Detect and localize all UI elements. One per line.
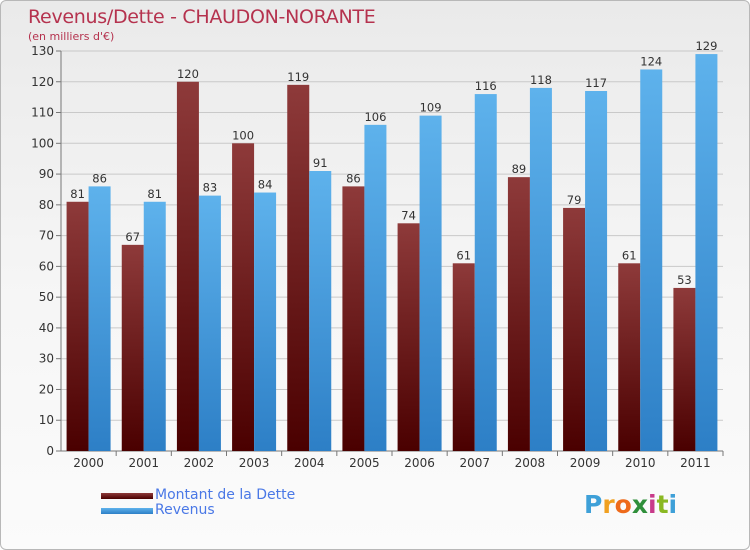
x-tick-label: 2011 (680, 456, 711, 470)
revenue-bar (88, 186, 111, 451)
proxiti-logo: Proxiti (584, 490, 677, 519)
revenue-bar (529, 87, 552, 451)
x-tick-label: 2007 (459, 456, 490, 470)
revenue-bar (695, 54, 718, 451)
debt-bar (673, 287, 696, 451)
debt-bar (563, 207, 586, 451)
revenue-bar (254, 192, 277, 452)
logo-letter: o (614, 490, 632, 519)
legend-item-debt: Montant de la Dette (101, 488, 295, 503)
logo-letter: i (668, 490, 678, 519)
revenue-bar-label: 91 (313, 156, 328, 170)
legend-item-revenue: Revenus (101, 503, 295, 518)
revenue-bar (198, 195, 221, 451)
revenue-bar (474, 94, 497, 452)
revenue-bar (585, 91, 608, 451)
legend-label-revenue: Revenus (155, 502, 215, 518)
revenue-bar-label: 118 (530, 73, 552, 87)
revenue-bar-label: 109 (420, 101, 442, 115)
revenue-bar-label: 106 (364, 110, 386, 124)
revenue-bar-label: 116 (475, 79, 497, 93)
y-tick-label: 50 (39, 290, 54, 304)
revenue-bar (143, 201, 166, 451)
x-tick-label: 2010 (625, 456, 656, 470)
y-tick-label: 90 (39, 167, 54, 181)
debt-bar-label: 53 (677, 273, 692, 287)
debt-bar-label: 89 (512, 162, 527, 176)
debt-bar (176, 81, 199, 452)
x-tick-label: 2004 (294, 456, 325, 470)
debt-bar-label: 81 (70, 187, 85, 201)
revenue-bar-label: 84 (258, 178, 273, 192)
chart-subtitle: (en milliers d'€) (28, 30, 115, 43)
legend-label-debt: Montant de la Dette (155, 487, 296, 503)
debt-bar-label: 67 (125, 230, 140, 244)
debt-bar-label: 86 (346, 171, 361, 185)
revenue-bar (419, 115, 442, 451)
revenue-bar (309, 171, 332, 451)
y-tick-label: 30 (39, 352, 54, 366)
x-tick-label: 2005 (349, 456, 380, 470)
y-tick-label: 40 (39, 321, 54, 335)
y-tick-label: 20 (39, 382, 54, 396)
revenue-bar (640, 69, 663, 451)
debt-bar (397, 223, 420, 451)
debt-bar-label: 120 (177, 67, 199, 81)
debt-bar-label: 74 (401, 208, 416, 222)
debt-bar (507, 177, 530, 451)
y-tick-label: 130 (31, 44, 54, 58)
debt-bar (618, 263, 641, 451)
y-tick-label: 10 (39, 413, 54, 427)
revenue-bar-label: 129 (695, 39, 717, 53)
y-tick-label: 70 (39, 229, 54, 243)
debt-bar-label: 61 (456, 248, 471, 262)
revenue-bar (364, 124, 387, 451)
debt-bar (121, 244, 144, 451)
x-tick-label: 2001 (128, 456, 159, 470)
revenue-bar-label: 124 (640, 54, 662, 68)
debt-bar (287, 84, 310, 451)
x-tick-label: 2000 (73, 456, 104, 470)
x-tick-label: 2009 (570, 456, 601, 470)
legend-swatch-debt (101, 492, 153, 499)
debt-bar-label: 100 (232, 128, 254, 142)
logo-letter: i (648, 490, 657, 519)
debt-bar-label: 61 (622, 248, 637, 262)
revenue-bar-label: 83 (203, 181, 218, 195)
x-tick-label: 2003 (239, 456, 270, 470)
debt-bar-label: 79 (567, 193, 582, 207)
debt-bar (66, 201, 89, 451)
legend-swatch-revenue (101, 507, 153, 514)
x-tick-label: 2006 (404, 456, 435, 470)
y-tick-label: 0 (46, 444, 54, 458)
debt-bar (342, 186, 365, 451)
debt-bar (452, 263, 475, 451)
debt-bar-label: 119 (287, 70, 309, 84)
revenue-bar-label: 81 (147, 187, 162, 201)
chart-title: Revenus/Dette - CHAUDON-NORANTE (28, 6, 376, 28)
logo-letter: t (656, 490, 669, 519)
y-tick-label: 120 (31, 75, 54, 89)
y-tick-label: 60 (39, 259, 54, 273)
y-tick-label: 80 (39, 198, 54, 212)
legend: Montant de la Dette Revenus (101, 488, 295, 518)
y-tick-label: 110 (31, 106, 54, 120)
y-tick-label: 100 (31, 136, 54, 150)
x-tick-label: 2008 (515, 456, 546, 470)
logo-letter: x (631, 490, 648, 519)
revenue-bar-label: 117 (585, 76, 607, 90)
revenue-bar-label: 86 (92, 171, 107, 185)
debt-bar (232, 143, 255, 452)
logo-letter: P (584, 490, 603, 519)
x-tick-label: 2002 (184, 456, 215, 470)
logo-letter: r (602, 490, 615, 519)
